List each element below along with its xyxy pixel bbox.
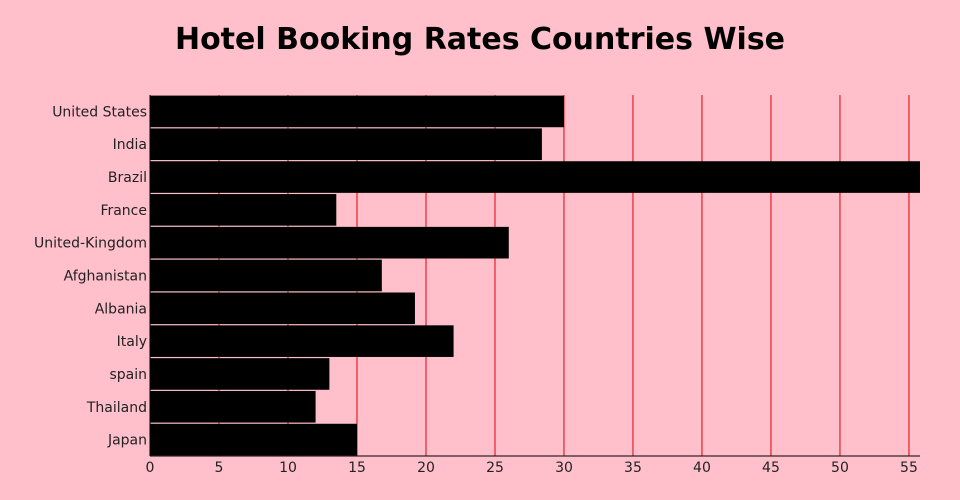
bar-united-kingdom <box>150 226 509 259</box>
x-tick-label: 25 <box>486 460 504 476</box>
chart-title: Hotel Booking Rates Countries Wise <box>174 22 786 57</box>
y-category-label: Brazil <box>108 170 147 186</box>
y-category-label: Japan <box>107 433 147 449</box>
y-category-label: United States <box>52 104 147 120</box>
x-tick-label: 35 <box>624 460 642 476</box>
bar-india <box>150 128 542 161</box>
bar-albania <box>150 292 415 325</box>
y-category-label: France <box>100 203 147 219</box>
bar-spain <box>150 358 330 390</box>
x-tick-label: 55 <box>900 460 918 476</box>
x-tick-label: 5 <box>215 460 224 476</box>
bar-thailand <box>150 390 316 423</box>
x-tick-label: 20 <box>417 460 435 476</box>
bar-france <box>150 194 337 226</box>
y-category-label: Thailand <box>86 400 147 416</box>
x-tick-label: 10 <box>279 460 297 476</box>
bars <box>150 95 920 456</box>
bar-brazil <box>150 161 920 193</box>
y-category-label: Afghanistan <box>64 269 147 285</box>
x-tick-label: 45 <box>762 460 780 476</box>
bar-afghanistan <box>150 259 382 292</box>
y-category-label: spain <box>109 367 147 383</box>
y-category-label: Italy <box>117 334 147 350</box>
bar-italy <box>150 325 454 357</box>
x-tick-label: 0 <box>146 460 155 476</box>
y-category-label: India <box>113 137 147 153</box>
y-category-label: United-Kingdom <box>34 236 147 252</box>
x-tick-label: 30 <box>555 460 573 476</box>
y-category-label: Albania <box>95 301 147 317</box>
bar-japan <box>150 423 357 456</box>
x-tick-label: 50 <box>831 460 849 476</box>
bar-united-states <box>150 95 564 128</box>
x-tick-label: 40 <box>693 460 711 476</box>
x-tick-label: 15 <box>348 460 366 476</box>
axes <box>149 95 920 457</box>
labels: 0 5 10 15 20 25 30 35 40 45 50 55 United States India… <box>34 104 918 476</box>
